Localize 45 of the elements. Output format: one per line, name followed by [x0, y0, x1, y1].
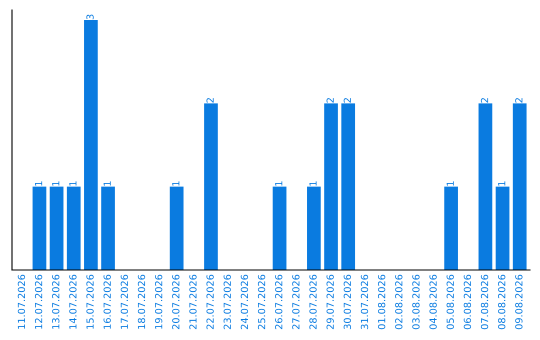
x-tick-label: 16.07.2026 [104, 274, 111, 329]
data-label: 2 [326, 98, 334, 103]
data-label: 2 [480, 98, 488, 103]
x-tick-label: 12.07.2026 [34, 274, 42, 329]
x-tick-label: 14.07.2026 [69, 274, 77, 329]
x-tick-label: 13.07.2026 [52, 274, 60, 329]
data-label: 1 [172, 181, 180, 186]
x-tick-label: 25.07.2026 [258, 274, 266, 330]
data-label: 1 [69, 181, 76, 186]
x-tick-label: 27.07.2026 [292, 274, 300, 330]
x-tick-label: 07.08.2026 [480, 274, 488, 330]
x-tick-label: 01.08.2026 [378, 274, 386, 330]
x-tick-label: 24.07.2026 [240, 274, 248, 330]
x-tick-label: 20.07.2026 [172, 274, 180, 330]
x-tick-label: 17.07.2026 [120, 274, 128, 329]
data-label: 1 [52, 181, 60, 186]
x-tick-label: 28.07.2026 [309, 274, 317, 330]
x-tick-label: 04.08.2026 [429, 274, 437, 330]
x-tick-label: 18.07.2026 [138, 274, 146, 329]
x-tick-label: 15.07.2026 [86, 274, 94, 329]
data-label: 1 [498, 181, 506, 186]
x-tick-label: 09.08.2026 [515, 274, 523, 330]
data-label: 2 [344, 98, 351, 103]
x-tick-label: 21.07.2026 [189, 274, 197, 330]
x-tick-label: 22.07.2026 [206, 274, 214, 330]
x-tick-label: 30.07.2026 [344, 274, 352, 330]
x-tick-label: 29.07.2026 [326, 274, 334, 330]
data-label: 1 [35, 181, 42, 186]
x-tick-label: 02.08.2026 [395, 274, 402, 330]
x-tick-label: 19.07.2026 [154, 274, 162, 329]
x-tick-label: 06.08.2026 [464, 274, 472, 330]
data-label: 2 [206, 98, 214, 103]
data-label: 1 [104, 181, 111, 186]
x-tick-label: 08.08.2026 [498, 274, 506, 330]
x-tick-label: 31.07.2026 [360, 274, 368, 330]
x-tick-label: 03.08.2026 [412, 274, 420, 330]
data-label: 2 [515, 98, 522, 103]
x-tick-label: 05.08.2026 [446, 274, 454, 330]
data-label: 3 [86, 14, 94, 20]
data-label: 1 [309, 181, 317, 186]
data-label: 1 [275, 181, 282, 186]
data-label: 1 [446, 181, 454, 186]
x-tick-label: 11.07.2026 [18, 274, 26, 329]
x-tick-label: 26.07.2026 [275, 274, 282, 330]
x-tick-label: 23.07.2026 [224, 274, 231, 330]
